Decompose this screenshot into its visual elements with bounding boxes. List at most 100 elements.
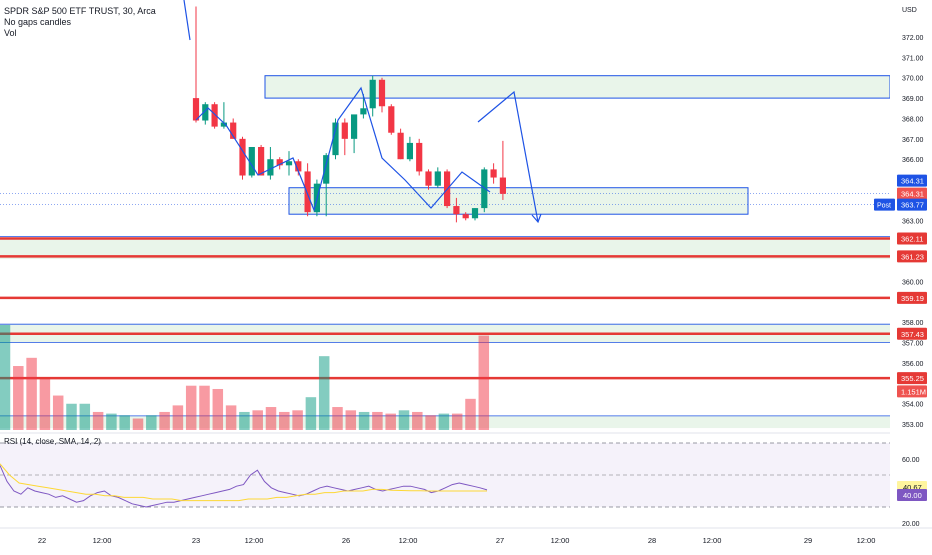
currency-label: USD [902,7,917,14]
candle-body [267,159,274,176]
volume-bar [438,413,450,430]
price-tick: 363.00 [902,218,924,225]
volume-bar [13,366,24,430]
price-label-text: 364.31 [901,190,924,199]
candle-body [192,98,200,121]
volume-bar [185,385,197,430]
volume-bar [26,357,37,430]
price-label-bg [897,198,927,211]
candle-body [388,106,395,133]
time-tick: 27 [496,536,504,545]
drawing-segment [183,0,191,41]
candle-body [369,79,376,109]
price-label-text: 361.23 [901,252,924,261]
time-tick: 12:00 [857,536,876,545]
volume-bar [345,410,357,430]
price-tick: 360.00 [902,279,924,286]
rsi-legend[interactable]: RSI (14, close, SMA, 14, 2) [4,437,101,446]
price-label-bg [897,232,927,245]
rsi-label-text: 40.67 [903,483,922,492]
rsi-line [0,465,488,508]
volume-bar [398,410,410,430]
volume-bar [252,410,263,430]
volume-bar [332,407,343,430]
projection-path [477,90,539,223]
symbol-title[interactable]: SPDR S&P 500 ETF TRUST, 30, Arca [4,6,156,16]
volume-bar [39,379,51,430]
volume-bar [119,415,130,430]
price-axis[interactable]: USD 372.00 371.00 370.00 369.00 368.00 367.00 3… [874,0,932,528]
price-label-text: 359.19 [901,294,924,303]
price-label-bg [897,291,927,304]
volume-bar [239,411,250,430]
candle-body [462,214,469,219]
style-label: No gaps candles [4,17,72,27]
time-tick: 26 [342,536,350,545]
candle-body [285,161,293,166]
price-tick: 367.00 [902,137,924,144]
price-tick: 354.00 [902,402,924,409]
volume-bar [92,411,104,430]
volume-bar [106,413,117,430]
candle-body [341,122,348,139]
volume-bar [132,418,144,430]
candle-body [323,155,330,184]
price-label-text: 362.11 [901,234,923,243]
candle-body [471,208,479,219]
projection-arrowhead [531,213,542,224]
volume-bar [425,415,436,430]
price-label-bg [897,327,927,340]
candle-body [332,122,339,156]
candle-body [304,171,311,213]
volume-bar [0,325,11,430]
candle-body [248,146,255,176]
volume-bar [146,415,157,430]
price-label-bg [897,372,927,385]
rsi-tick: 20.00 [902,521,920,528]
price-tick: 368.00 [902,116,924,123]
post-tag-text: Post [877,203,891,210]
volume-bar [52,395,64,430]
candle-body [211,104,218,127]
rsi-tick: 60.00 [902,457,920,464]
time-axis[interactable]: 22 12:00 23 12:00 26 12:00 27 12:00 28 12:00 29 12:… [0,527,932,545]
volume-bar [212,388,224,430]
time-tick: 12:00 [703,536,722,545]
drawings-layer [183,0,542,224]
price-label-text: 355.25 [901,374,924,383]
post-tag-bg [874,198,895,211]
candle-body [295,161,302,172]
demand-supply-zone [264,75,891,99]
price-tick: 370.00 [902,76,924,83]
volume-bar [265,407,277,430]
volume-bar [66,403,77,430]
candle-body [220,122,227,127]
volume-layer [0,325,490,430]
candle-body [406,142,413,160]
candle-body [230,122,237,139]
volume-bar [225,405,237,430]
demand-supply-zone [288,187,749,215]
volume-bar [159,411,170,430]
price-tick: 358.00 [902,320,924,327]
candle-body [202,104,209,121]
time-tick: 12:00 [399,536,418,545]
price-tick: 366.00 [902,157,924,164]
volume-label[interactable]: Vol [4,28,17,38]
price-label-bg [897,250,927,263]
support-band [0,236,890,260]
price-label-bg [897,187,927,200]
volume-bar [358,411,370,430]
price-tick: 356.00 [902,361,924,368]
volume-bar [305,397,317,430]
candle-body [351,114,358,139]
plot-background [0,0,890,550]
candle-body [397,132,404,160]
candle-body [276,159,283,166]
rsi-label-bg [897,489,927,501]
price-tick: 353.00 [902,422,924,429]
volume-bar [451,413,463,430]
volume-bar [465,398,476,430]
